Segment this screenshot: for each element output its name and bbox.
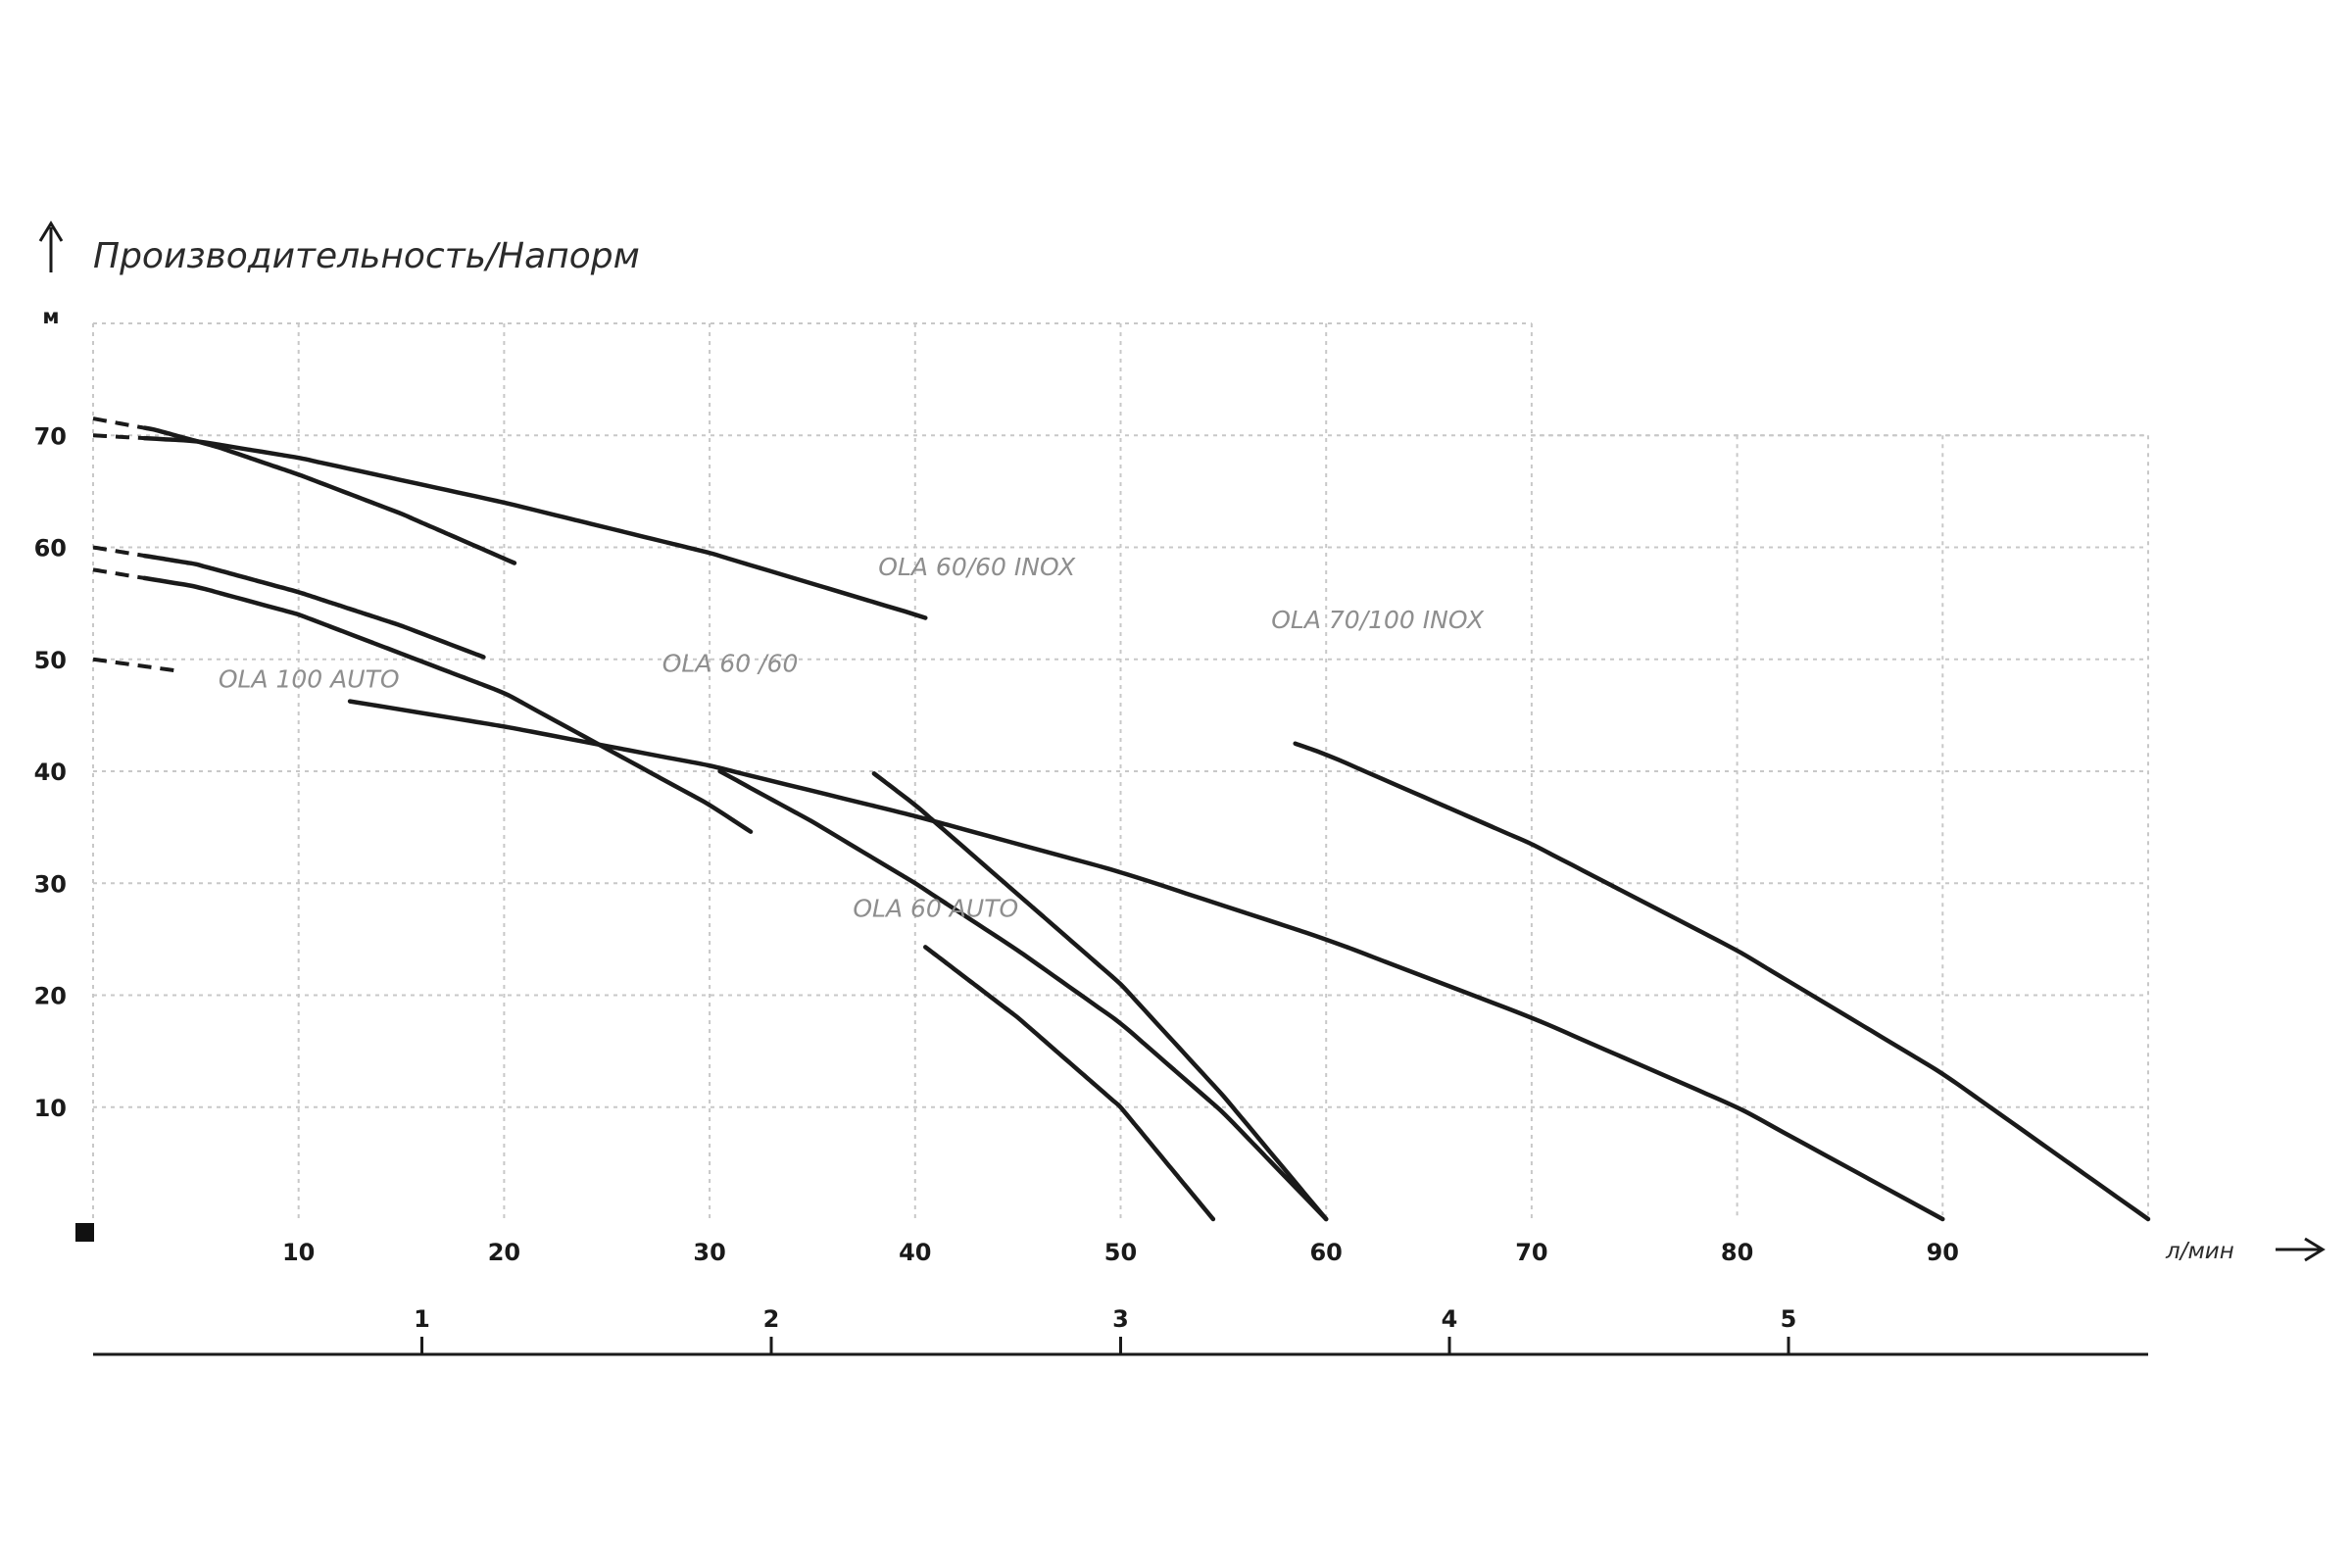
x-tick-label: 60	[1309, 1239, 1342, 1266]
y-tick-label: 20	[34, 983, 67, 1010]
y-tick-label: 30	[34, 870, 67, 898]
secondary-x-tick-label: 1	[414, 1305, 430, 1333]
x-tick-label: 40	[899, 1239, 931, 1266]
series	[92, 416, 2151, 1222]
series-line-dashed	[92, 416, 145, 430]
y-unit-label: м	[42, 305, 59, 328]
x-tick-label: 90	[1927, 1239, 1959, 1266]
series-line	[142, 553, 486, 660]
origin-marker	[75, 1223, 94, 1242]
y-tick-label: 60	[34, 535, 67, 563]
secondary-x-tick-label: 2	[763, 1305, 780, 1333]
y-tick-label: 70	[34, 422, 67, 450]
y-tick-label: 40	[34, 759, 67, 786]
series-line	[347, 699, 1945, 1222]
x-tick-label: 50	[1104, 1239, 1137, 1266]
series-line	[142, 435, 928, 620]
secondary-x-tick-label: 5	[1781, 1305, 1797, 1333]
secondary-x-tick-label: 4	[1442, 1305, 1458, 1333]
x-unit-label: л/мин	[2165, 1239, 2234, 1264]
series-label: OLA 100 AUTO	[219, 664, 400, 693]
series-label: OLA 60 /60	[662, 649, 799, 677]
series-label: OLA 60/60 INOX	[878, 553, 1076, 581]
x-axis-arrow-icon	[2276, 1237, 2326, 1262]
y-axis-arrow-icon	[38, 220, 64, 272]
axes: Производительность/Напорм м л/мин	[38, 220, 2326, 1356]
tick-labels: 10 20 30 40 50 60 70 80 90 10 20 30 40 50 60 70 1 2 3 4 5	[34, 422, 1959, 1354]
x-tick-label: 30	[693, 1239, 725, 1266]
series-line	[142, 575, 754, 834]
series-line-dashed	[92, 433, 145, 441]
series-line-dashed	[92, 567, 145, 580]
series-line	[923, 945, 1216, 1222]
x-tick-label: 70	[1515, 1239, 1547, 1266]
x-tick-label: 20	[488, 1239, 520, 1266]
x-tick-label: 80	[1721, 1239, 1753, 1266]
series-line-dashed	[92, 545, 145, 559]
chart-title: Производительность/Напорм	[93, 236, 640, 276]
series-label: OLA 70/100 INOX	[1271, 606, 1485, 634]
secondary-x-tick-label: 3	[1112, 1305, 1129, 1333]
series-label: OLA 60 AUTO	[853, 895, 1018, 923]
series-line	[1293, 741, 2151, 1222]
series-line	[717, 768, 1329, 1222]
x-tick-label: 10	[282, 1239, 315, 1266]
y-tick-label: 50	[34, 647, 67, 674]
series-labels: OLA 60/60 INOX OLA 70/100 INOX OLA 60 /60 O…	[219, 553, 1485, 922]
grid	[92, 322, 2149, 1219]
series-line	[142, 425, 517, 565]
series-line	[871, 771, 1329, 1222]
series-line-dashed	[92, 657, 176, 673]
y-tick-label: 10	[34, 1095, 67, 1122]
